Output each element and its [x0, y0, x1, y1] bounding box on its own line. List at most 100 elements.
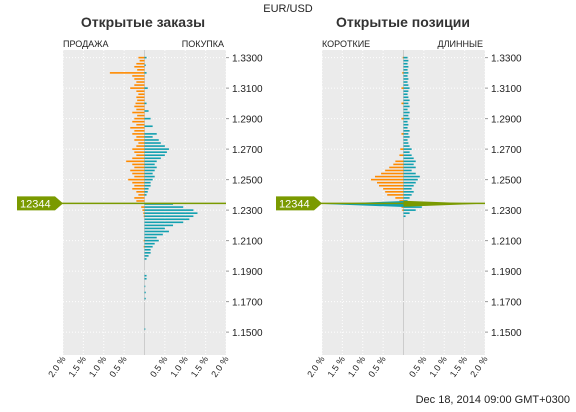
positions-title: Открытые позиции [336, 14, 470, 30]
orders-sell-bar [132, 111, 145, 114]
positions-short-bar [402, 72, 404, 74]
orders-buy-bar [144, 72, 147, 74]
positions-long-bar [403, 96, 409, 99]
orders-buy-bar [144, 248, 151, 251]
orders-sell-bar [138, 93, 145, 96]
orders-buy-bar [144, 233, 163, 236]
positions-long-bar [403, 142, 409, 144]
orders-sell-bar [130, 126, 145, 129]
orders-buy-bar [144, 154, 165, 157]
positions-x-tick: 1.0 % [346, 354, 367, 379]
orders-sell-bar [136, 62, 145, 65]
orders-buy-bar [144, 215, 194, 218]
orders-left-label: ПРОДАЖА [63, 39, 109, 49]
positions-long-bar [403, 215, 406, 218]
orders-sell-bar [143, 212, 145, 214]
positions-x-tick: 0.5 % [366, 354, 387, 379]
orders-sell-bar [130, 169, 145, 172]
orders-buy-bar [144, 239, 159, 242]
orders-buy-bar [144, 285, 146, 288]
orders-buy-bar [144, 148, 169, 150]
positions-y-tick: 1.2700 [491, 145, 522, 156]
positions-long-bar [403, 56, 408, 59]
orders-sell-bar [134, 197, 145, 199]
positions-long-bar [403, 114, 409, 117]
positions-long-bar [403, 212, 410, 214]
timestamp-footer: Dec 18, 2014 09:00 GMT+0300 [416, 394, 570, 406]
orders-sell-bar [136, 145, 145, 147]
orders-y-tick: 1.1900 [232, 267, 263, 278]
positions-long-bar [403, 123, 409, 126]
orders-buy-bar [144, 255, 149, 257]
positions-short-bar [401, 206, 404, 208]
orders-sell-bar [132, 172, 145, 175]
positions-long-bar [403, 65, 409, 68]
positions-x-tick: 1.5 % [448, 354, 469, 379]
orders-buy-bar [144, 277, 147, 280]
positions-long-bar [403, 154, 412, 157]
orders-y-tick: 1.2900 [232, 115, 263, 126]
positions-short-bar [399, 154, 404, 157]
orders-buy-bar [144, 218, 190, 221]
orders-buy-bar [144, 212, 198, 214]
orders-buy-bar [144, 169, 155, 172]
positions-long-bar [403, 169, 412, 172]
orders-sell-bar [142, 209, 145, 211]
orders-buy-bar [144, 110, 149, 112]
positions-y-tick: 1.2500 [491, 176, 522, 187]
positions-long-bar [403, 175, 420, 178]
orders-sell-bar [134, 166, 145, 169]
positions-short-bar [401, 117, 404, 120]
positions-long-bar [403, 102, 409, 105]
orders-buy-bar [144, 133, 157, 135]
positions-y-tick: 1.2300 [491, 206, 522, 217]
orders-y-tick: 1.2100 [232, 237, 263, 248]
orders-buy-bar [144, 242, 155, 245]
orders-x-tick: 2.0 % [46, 354, 67, 379]
orders-buy-bar [144, 172, 153, 175]
orders-buy-bar [144, 64, 146, 67]
orders-sell-bar [132, 148, 145, 150]
positions-short-bar [395, 160, 404, 163]
orders-buy-bar [144, 245, 153, 248]
orders-buy-bar [144, 206, 184, 208]
positions-y-tick: 1.2900 [491, 115, 522, 126]
orders-title: Открытые заказы [81, 14, 205, 30]
positions-short-bar [401, 102, 404, 105]
orders-buy-bar [144, 187, 149, 190]
orders-sell-bar [132, 187, 145, 190]
orders-buy-bar [144, 221, 184, 224]
orders-sell-bar [134, 65, 145, 68]
orders-sell-bar [136, 200, 145, 202]
positions-long-bar [403, 187, 412, 190]
orders-sell-bar [134, 139, 145, 141]
positions-short-bar [401, 87, 404, 89]
positions-long-bar [403, 72, 409, 74]
positions-long-bar [403, 93, 408, 96]
positions-long-bar [403, 209, 416, 211]
orders-sell-bar [143, 215, 145, 218]
positions-long-bar [403, 194, 412, 196]
positions-price-marker [276, 196, 322, 211]
positions-long-bar [403, 136, 410, 138]
orders-sell-bar [134, 78, 145, 80]
positions-long-bar [403, 151, 410, 153]
positions-long-bar [403, 163, 414, 166]
orders-buy-bar [144, 297, 146, 300]
positions-short-bar [381, 172, 404, 175]
orders-sell-bar [134, 175, 145, 178]
positions-short-bar [379, 184, 404, 187]
positions-long-bar [403, 206, 422, 208]
orders-buy-bar [144, 291, 146, 294]
positions-short-bar [374, 175, 404, 178]
orders-sell-bar [136, 90, 145, 92]
positions-long-bar [403, 172, 416, 175]
positions-short-bar [393, 163, 404, 166]
orders-buy-bar [144, 224, 174, 227]
orders-buy-bar [144, 181, 151, 184]
orders-y-tick: 1.1500 [232, 328, 263, 339]
orders-buy-bar [144, 151, 167, 153]
orders-sell-bar [136, 96, 145, 99]
positions-long-bar [403, 157, 414, 160]
orders-buy-bar [144, 274, 147, 277]
